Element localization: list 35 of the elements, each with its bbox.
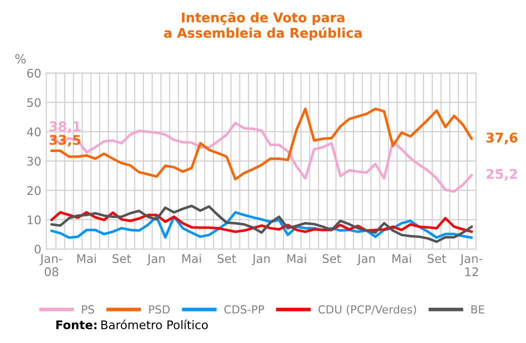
- x-tick-label: Mai: [287, 254, 306, 264]
- y-tick-label: 20: [27, 186, 41, 196]
- y-tick-label: 50: [27, 98, 41, 108]
- x-tick-label: Set: [428, 254, 446, 264]
- x-tick-label: Jan: [146, 254, 165, 266]
- line-series: [50, 204, 473, 243]
- x-tick-label: Mai: [77, 254, 96, 264]
- y-tick-label: 10: [28, 215, 41, 224]
- y-tick-label: 0: [34, 244, 41, 254]
- y-tick-label: 60: [27, 68, 41, 78]
- y-axis-title: %: [15, 54, 26, 64]
- legend-label: CDS-PP: [224, 305, 264, 314]
- x-tick-label: Set: [218, 254, 236, 264]
- legend-label: PSD: [149, 305, 170, 314]
- annotation: 38,1: [50, 121, 80, 134]
- y-tick-label: 30: [27, 156, 41, 166]
- annotation: 33,5: [50, 134, 80, 147]
- legend-label: BE: [471, 305, 484, 314]
- line-series: [50, 108, 473, 180]
- legend-label: CDU (PCP/Verdes): [318, 304, 416, 315]
- annotation: 37,6: [486, 132, 518, 144]
- x-tick-label: Set: [322, 254, 342, 264]
- x-tick-label: Mai: [392, 254, 411, 264]
- legend-label: PS: [82, 305, 94, 314]
- x-tick-label: Jan- 12: [460, 254, 482, 276]
- annotation: 25,2: [486, 168, 517, 181]
- line-series: [50, 122, 473, 193]
- x-tick-label: Jan: [252, 254, 270, 266]
- source-note: Fonte: Barómetro Político: [56, 320, 208, 330]
- x-tick-label: Jan: [356, 254, 375, 266]
- x-tick-label: Set: [112, 254, 131, 264]
- x-tick-label: Jan- 08: [40, 254, 62, 276]
- x-tick-label: Mai: [182, 254, 201, 264]
- chart-title: Intenção de Voto para a Assembleia da República: [164, 12, 362, 40]
- y-tick-label: 40: [26, 127, 41, 136]
